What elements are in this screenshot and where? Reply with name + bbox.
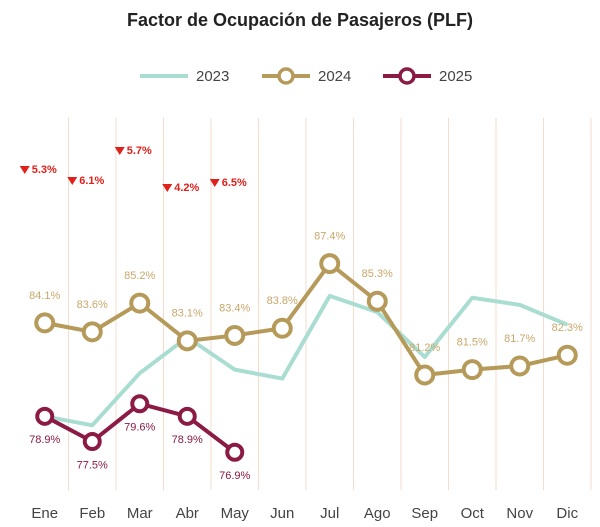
annotation: 6.5%: [222, 177, 247, 189]
point-marker: [225, 442, 245, 462]
down-triangle: [114, 147, 125, 155]
point-marker: [461, 359, 483, 381]
down-triangle: [19, 166, 30, 174]
x-tick-label: Abr: [176, 505, 199, 522]
point-marker: [509, 355, 531, 377]
point-marker: [319, 253, 341, 275]
x-tick-label: Feb: [79, 505, 105, 522]
point-marker: [556, 344, 578, 366]
point-marker: [81, 321, 103, 343]
data-label: 83.8%: [267, 295, 298, 307]
annotation: 5.3%: [32, 164, 57, 176]
data-label: 83.1%: [172, 308, 203, 320]
point-marker: [129, 292, 151, 314]
legend-marker: [398, 67, 416, 85]
data-label: 85.3%: [362, 268, 393, 280]
legend-label: 2025: [439, 68, 472, 85]
x-tick-label: Sep: [411, 505, 438, 522]
legend-label: 2024: [318, 68, 351, 85]
point-marker: [34, 312, 56, 334]
data-label: 82.3%: [552, 322, 583, 334]
annotation: 6.1%: [79, 175, 104, 187]
data-label: 76.9%: [219, 470, 250, 482]
data-label: 83.6%: [77, 299, 108, 311]
down-triangle: [209, 179, 220, 187]
point-marker: [176, 330, 198, 352]
x-tick-label: Jul: [320, 505, 339, 522]
point-marker: [224, 324, 246, 346]
down-triangle: [162, 184, 173, 192]
legend-marker: [277, 67, 295, 85]
annotation: 5.7%: [127, 145, 152, 157]
legend-label: 2023: [196, 68, 229, 85]
data-label: 79.6%: [124, 422, 155, 434]
x-tick-label: May: [221, 505, 250, 522]
series-line: [44, 293, 569, 428]
x-tick-label: Dic: [556, 505, 578, 522]
down-triangle: [67, 177, 78, 185]
data-label: 84.1%: [29, 290, 60, 302]
point-marker: [130, 394, 150, 414]
data-label: 83.4%: [219, 302, 250, 314]
data-label: 78.9%: [29, 434, 60, 446]
x-tick-label: Oct: [461, 505, 485, 522]
data-label: 78.9%: [172, 434, 203, 446]
data-label: 81.7%: [504, 333, 535, 345]
data-label: 81.2%: [409, 342, 440, 354]
x-tick-label: Jun: [270, 505, 294, 522]
point-marker: [366, 290, 388, 312]
x-tick-label: Ene: [31, 505, 58, 522]
point-marker: [177, 406, 197, 426]
point-marker: [271, 317, 293, 339]
point-marker: [414, 364, 436, 386]
point-marker: [82, 431, 102, 451]
data-label: 87.4%: [314, 230, 345, 242]
data-label: 77.5%: [77, 459, 108, 471]
data-label: 85.2%: [124, 270, 155, 282]
x-tick-label: Ago: [364, 505, 391, 522]
point-marker: [35, 406, 55, 426]
annotation: 4.2%: [174, 182, 199, 194]
chart-title: Factor de Ocupación de Pasajeros (PLF): [127, 10, 473, 30]
x-tick-label: Nov: [506, 505, 533, 522]
x-tick-label: Mar: [127, 505, 153, 522]
data-label: 81.5%: [457, 337, 488, 349]
